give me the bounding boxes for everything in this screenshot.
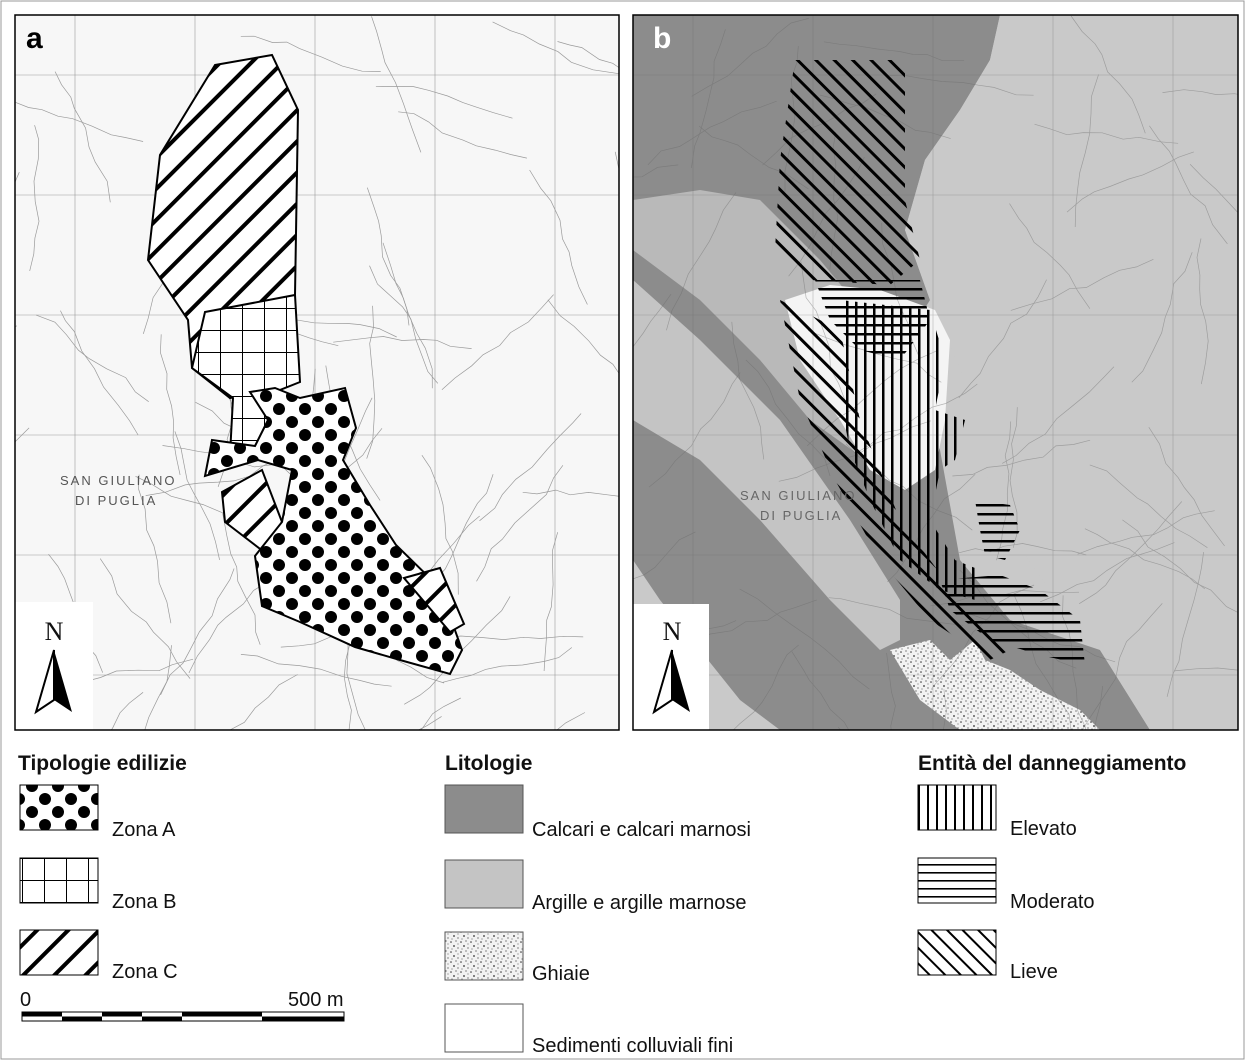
legend-label: Elevato (1010, 818, 1077, 840)
legend-label: Zona C (112, 961, 178, 983)
legend-swatch (918, 930, 996, 975)
legend-label: Lieve (1010, 961, 1058, 983)
legend-label: Moderato (1010, 891, 1095, 913)
legend-swatch (445, 1004, 523, 1052)
scale-bar-segment (62, 1017, 102, 1022)
scale-bar-segment (262, 1017, 344, 1022)
map-a: SAN GIULIANO DI PUGLIA a N (0, 15, 679, 814)
panel-label: a (26, 22, 43, 55)
legend-title: Litologie (445, 752, 533, 775)
legend-swatch (20, 785, 98, 830)
legend-label: Sedimenti colluviali fini (532, 1035, 733, 1057)
legend-label: Argille e argille marnose (532, 892, 747, 914)
scale-bar-segment (142, 1017, 182, 1022)
legend-swatch (918, 858, 996, 903)
scale-bar-segment (182, 1012, 262, 1017)
town-label: DI PUGLIA (75, 493, 157, 508)
north-label: N (45, 617, 64, 646)
legend-swatch (445, 785, 523, 833)
legend-swatch (445, 860, 523, 908)
legend-label: Ghiaie (532, 963, 590, 985)
scale-bar-segment (22, 1012, 62, 1017)
legend-swatch (20, 930, 98, 975)
legend: Tipologie edilizie Zona A Zona B Zona C … (18, 752, 1186, 1057)
scale-bar (22, 1012, 344, 1021)
legend-label: Zona A (112, 819, 176, 841)
scale-bar-segment (102, 1012, 142, 1017)
town-label: SAN GIULIANO (740, 488, 856, 503)
map-b: SAN GIULIANO DI PUGLIA b N (530, 15, 1245, 841)
legend-label: Calcari e calcari marnosi (532, 819, 751, 841)
legend-swatch (918, 785, 996, 830)
north-label: N (663, 617, 682, 646)
town-label: DI PUGLIA (760, 508, 842, 523)
scale-label: 500 m (288, 989, 344, 1011)
legend-swatch (20, 858, 98, 903)
scale-label: 0 (20, 989, 31, 1011)
legend-swatch (445, 932, 523, 980)
legend-title: Tipologie edilizie (18, 752, 187, 775)
figure: SAN GIULIANO DI PUGLIA a N SAN GIULIANO … (0, 0, 1245, 1060)
damage-low (775, 60, 920, 285)
legend-label: Zona B (112, 891, 176, 913)
legend-title: Entità del danneggiamento (918, 752, 1186, 775)
town-label: SAN GIULIANO (60, 473, 176, 488)
panel-label: b (653, 22, 671, 55)
